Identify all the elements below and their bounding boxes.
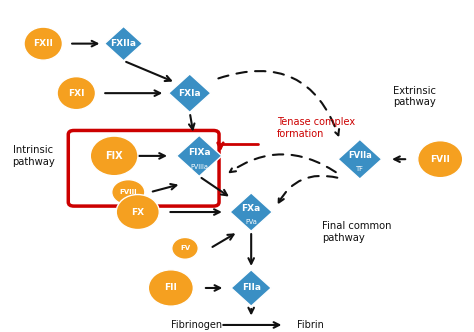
- Text: TF: TF: [356, 167, 364, 173]
- Text: FVIIIa: FVIIIa: [190, 164, 208, 170]
- Polygon shape: [177, 135, 222, 176]
- Text: FVII: FVII: [430, 155, 450, 164]
- Ellipse shape: [172, 237, 198, 259]
- Text: FXa: FXa: [242, 204, 261, 213]
- Ellipse shape: [112, 180, 145, 205]
- Text: FVIIa: FVIIa: [348, 151, 372, 160]
- Text: FVa: FVa: [245, 219, 257, 225]
- Text: FIXa: FIXa: [188, 148, 210, 157]
- Text: FXII: FXII: [33, 39, 53, 48]
- Text: FXI: FXI: [68, 89, 84, 98]
- Text: Fibrin: Fibrin: [297, 320, 324, 330]
- Text: Extrinsic
pathway: Extrinsic pathway: [393, 86, 436, 107]
- Polygon shape: [169, 74, 211, 112]
- Text: FII: FII: [164, 284, 177, 292]
- Text: FVIII: FVIII: [119, 189, 137, 195]
- Text: Final common
pathway: Final common pathway: [322, 221, 392, 243]
- Text: Tenase complex
formation: Tenase complex formation: [277, 117, 356, 139]
- Ellipse shape: [116, 195, 159, 229]
- Polygon shape: [231, 270, 271, 306]
- Text: FXIIa: FXIIa: [110, 39, 137, 48]
- Text: Intrinsic
pathway: Intrinsic pathway: [12, 145, 55, 167]
- Ellipse shape: [90, 136, 138, 176]
- Polygon shape: [230, 193, 272, 231]
- Text: FX: FX: [131, 208, 144, 216]
- Text: FV: FV: [180, 245, 190, 251]
- Polygon shape: [105, 27, 143, 61]
- Text: FXIa: FXIa: [178, 89, 201, 98]
- Text: FIIa: FIIa: [242, 284, 261, 292]
- Polygon shape: [338, 139, 382, 179]
- Ellipse shape: [57, 77, 96, 110]
- Text: Fibrinogen: Fibrinogen: [171, 320, 222, 330]
- Text: FIX: FIX: [105, 151, 123, 161]
- Ellipse shape: [148, 270, 193, 306]
- Ellipse shape: [24, 27, 63, 60]
- Ellipse shape: [418, 141, 463, 178]
